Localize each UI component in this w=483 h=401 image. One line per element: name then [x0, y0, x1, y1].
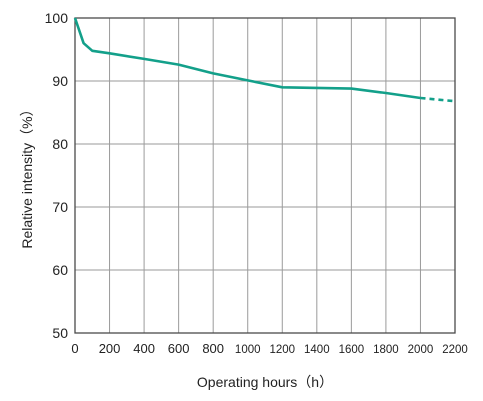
x-tick-label: 1400 [304, 344, 330, 356]
plot-frame [74, 17, 456, 334]
y-tick-label: 70 [52, 199, 68, 215]
grid-lines [74, 17, 456, 334]
x-tick-label: 600 [168, 341, 190, 356]
x-tick-label: 1800 [373, 344, 399, 356]
y-tick-label: 100 [45, 10, 69, 26]
x-tick-label: 800 [202, 341, 224, 356]
extrapolated-series-line [420, 96, 456, 103]
x-tick-label: 2000 [408, 344, 434, 356]
y-tick-label: 60 [52, 262, 68, 278]
x-tick-label: 0 [71, 341, 78, 356]
x-tick-label: 2200 [442, 344, 468, 356]
x-tick-label: 400 [133, 341, 155, 356]
measured-series-line [73, 17, 421, 100]
x-tick-label: 1000 [235, 344, 261, 356]
y-tick-label: 80 [52, 136, 68, 152]
x-tick-label: 200 [99, 341, 121, 356]
series-lines [73, 17, 456, 103]
x-axis-title: Operating hours（h） [197, 374, 333, 390]
y-axis-title: Relative intensity（%） [19, 102, 35, 248]
y-tick-label: 90 [52, 73, 68, 89]
x-tick-label: 1200 [269, 344, 295, 356]
y-tick-labels: 50 60 70 80 90 100 [45, 10, 69, 341]
x-tick-labels: 0 200 400 600 800 1000 1200 1400 1600 1800 2000 220… [71, 341, 467, 356]
y-tick-label: 50 [52, 325, 68, 341]
x-tick-label: 1600 [339, 344, 365, 356]
